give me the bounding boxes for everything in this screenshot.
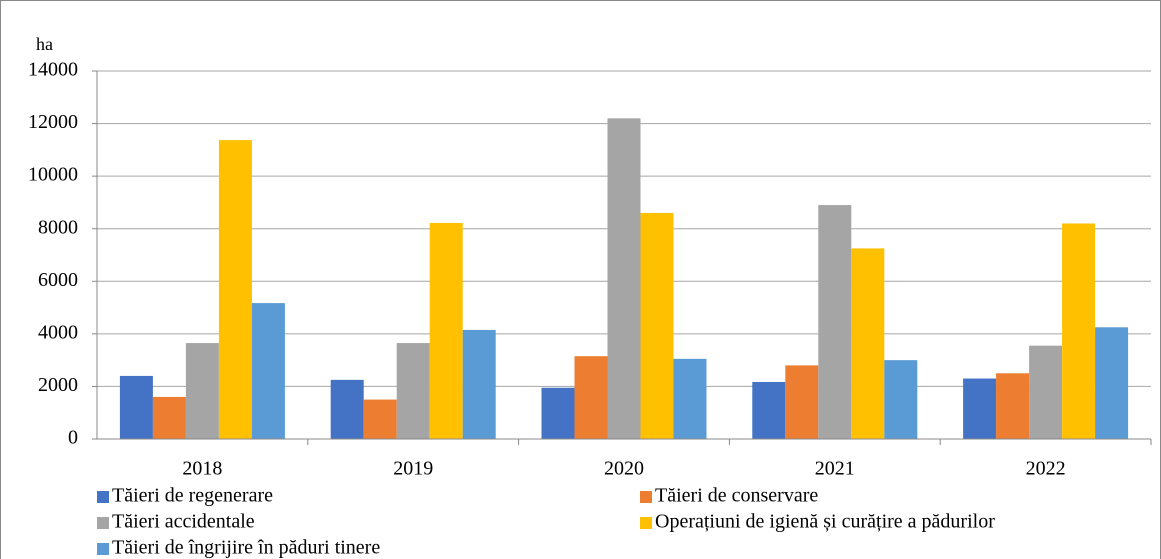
legend-swatch	[97, 543, 109, 555]
y-tick-label: 8000	[38, 216, 78, 238]
bar	[785, 365, 819, 439]
legend-label: Tăieri de conservare	[655, 485, 818, 507]
bar	[640, 212, 674, 439]
bar	[251, 303, 285, 439]
bar	[396, 343, 430, 439]
legend-label: Operațiuni de igienă și curățire a pădur…	[655, 511, 995, 533]
bar	[1029, 345, 1063, 439]
bar	[429, 222, 463, 439]
legend-label: Tăieri de îngrijire în păduri tinere	[112, 537, 380, 559]
x-tick-label: 2022	[1026, 458, 1066, 480]
bar	[752, 381, 786, 439]
bar	[119, 375, 153, 439]
y-tick-label: 14000	[28, 59, 78, 81]
bar	[1095, 327, 1129, 439]
legend-swatch	[640, 491, 652, 503]
bar	[185, 343, 219, 439]
x-tick-label: 2020	[604, 458, 644, 480]
bar	[963, 378, 997, 439]
bar	[851, 248, 885, 439]
bar	[574, 356, 608, 439]
bar	[152, 396, 186, 439]
bar	[330, 379, 364, 439]
bar	[218, 140, 252, 440]
legend-swatch	[97, 491, 109, 503]
bar	[541, 387, 575, 439]
x-tick-label: 2021	[815, 458, 855, 480]
legend-label: Tăieri de regenerare	[112, 485, 273, 507]
bar	[607, 118, 641, 440]
legend-label: Tăieri accidentale	[112, 511, 255, 533]
y-tick-label: 2000	[38, 374, 78, 396]
legend-swatch	[640, 517, 652, 529]
x-tick-label: 2018	[182, 458, 222, 480]
x-tick-label: 2019	[393, 458, 433, 480]
y-tick-label: 10000	[28, 164, 78, 186]
y-tick-label: 4000	[38, 321, 78, 343]
y-tick-label: 0	[68, 427, 78, 449]
y-axis-label: ha	[36, 34, 53, 54]
y-tick-label: 12000	[28, 111, 78, 133]
bar	[996, 373, 1030, 439]
legend-swatch	[97, 517, 109, 529]
bar	[673, 358, 707, 439]
y-tick-label: 6000	[38, 269, 78, 291]
bar	[1062, 223, 1096, 439]
bar	[363, 399, 397, 439]
bar	[818, 205, 852, 439]
bar	[884, 360, 918, 439]
bar	[462, 329, 496, 439]
